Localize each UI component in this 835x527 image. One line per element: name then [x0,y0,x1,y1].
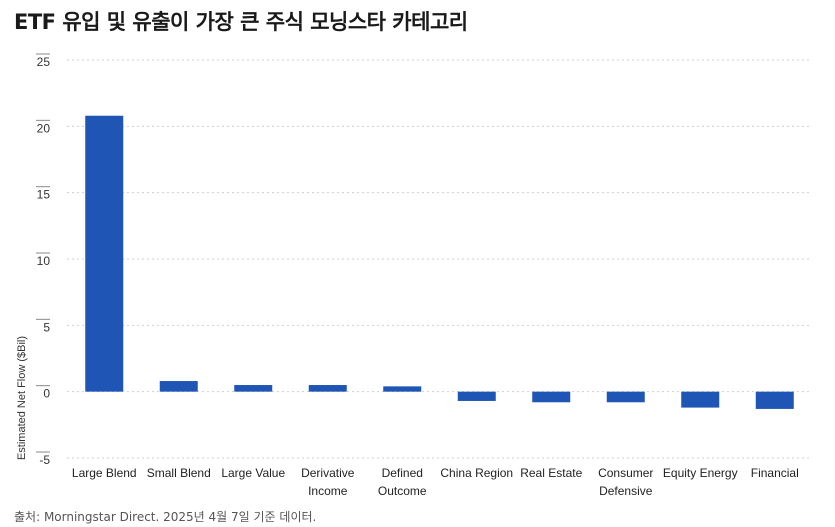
x-tick-label: China Region [440,466,513,480]
bar [681,391,720,408]
y-tick-label: 20 [37,121,51,135]
bar [85,115,124,392]
x-tick-label: Equity Energy [663,466,738,480]
bar [383,386,422,392]
bar [308,385,347,392]
bar [457,391,496,401]
y-tick-label: -5 [39,453,50,467]
y-axis: -5 0 5 10 15 20 25 [36,53,51,467]
x-axis-labels: Large Blend Small Blend Large Value Derivat… [72,466,799,498]
x-tick-label: Defined Outcome [378,466,427,498]
x-tick-label: Real Estate [520,466,582,480]
y-tick-label: 0 [43,387,50,401]
y-axis-label: Estimated Net Flow ($Bil) [16,336,28,460]
y-tick-label: 10 [37,254,51,268]
bar [159,381,198,392]
bar [234,385,273,392]
y-tick-label: 15 [37,188,51,202]
bar [606,391,645,403]
bar [755,391,794,409]
source-note: 출처: Morningstar Direct. 2025년 4월 7일 기준 데… [14,510,317,524]
x-tick-label: Small Blend [147,466,211,480]
x-tick-label: Large Value [221,466,285,480]
y-tick-label: 25 [37,55,51,69]
x-tick-label: Consumer Defensive [598,466,653,498]
bars [85,115,794,409]
x-tick-label: Derivative Income [301,466,355,498]
x-tick-label: Financial [751,466,799,480]
y-tick-label: 5 [43,320,50,334]
chart-title: ETF 유입 및 유출이 가장 큰 주식 모닝스타 카테고리 [14,10,468,34]
bar [532,391,571,403]
x-tick-label: Large Blend [72,466,137,480]
